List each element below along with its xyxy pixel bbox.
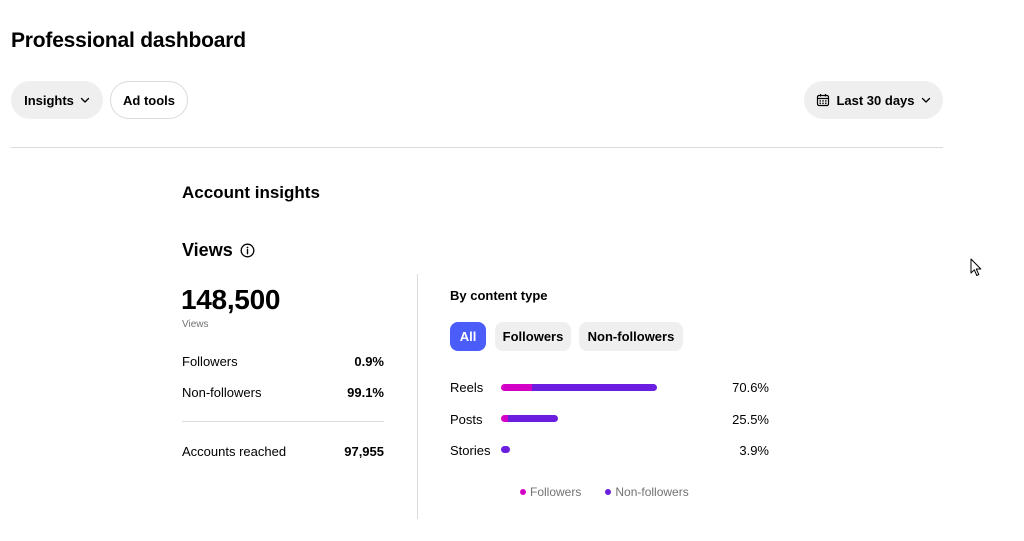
legend-dot <box>520 489 526 495</box>
insights-dropdown-label: Insights <box>24 92 74 108</box>
bar-segment-non-followers <box>508 415 558 422</box>
stat-row-non-followers: Non-followers 99.1% <box>182 385 384 400</box>
stats-divider <box>182 421 384 422</box>
legend-label: Followers <box>530 485 582 499</box>
mouse-cursor-icon <box>970 258 982 282</box>
chevron-down-icon <box>80 95 90 105</box>
bar-segment-followers <box>501 415 508 422</box>
stat-label: Non-followers <box>182 385 262 400</box>
section-divider <box>417 274 418 519</box>
bar-reels <box>501 384 657 391</box>
bar-segment-non-followers <box>532 384 657 391</box>
ad-tools-button[interactable]: Ad tools <box>110 81 188 119</box>
views-title-label: Views <box>182 240 233 260</box>
by-content-type-title: By content type <box>450 288 548 303</box>
ad-tools-label: Ad tools <box>123 92 175 108</box>
calendar-icon <box>816 93 830 107</box>
filter-chip-all[interactable]: All <box>450 322 486 351</box>
stat-value: 97,955 <box>344 444 384 459</box>
bar-percent-posts: 25.5% <box>732 412 769 427</box>
legend-item-followers: Followers <box>520 485 581 499</box>
legend-label: Non-followers <box>615 485 689 499</box>
filter-chip-non-followers[interactable]: Non-followers <box>579 322 683 351</box>
stat-row-followers: Followers 0.9% <box>182 354 384 369</box>
bar-label-reels: Reels <box>450 380 484 395</box>
bar-segment-followers <box>501 384 532 391</box>
bar-percent-reels: 70.6% <box>732 380 769 395</box>
stat-value: 0.9% <box>354 354 384 369</box>
views-total: 148,500 <box>181 284 281 315</box>
insights-dropdown-button[interactable]: Insights <box>11 81 103 119</box>
stat-label: Accounts reached <box>182 444 287 459</box>
legend-item-non-followers: Non-followers <box>605 485 689 499</box>
stat-value: 99.1% <box>347 385 384 400</box>
bar-label-stories: Stories <box>450 443 491 458</box>
stat-row-accounts-reached: Accounts reached 97,955 <box>182 444 384 459</box>
bar-posts <box>501 415 558 422</box>
chevron-down-icon <box>921 95 931 105</box>
bar-label-posts: Posts <box>450 412 483 427</box>
bar-percent-stories: 3.9% <box>739 443 769 458</box>
views-total-caption: Views <box>182 319 209 330</box>
info-icon[interactable] <box>240 243 255 258</box>
legend-dot <box>605 489 612 495</box>
filter-chip-followers[interactable]: Followers <box>495 322 571 351</box>
header-divider <box>11 147 943 148</box>
bar-segment-non-followers <box>501 446 510 453</box>
date-range-label: Last 30 days <box>836 92 915 108</box>
account-insights-title: Account insights <box>182 183 320 202</box>
bar-stories <box>501 446 510 453</box>
date-range-dropdown-button[interactable]: Last 30 days <box>804 81 943 119</box>
chart-legend: Followers Non-followers <box>520 485 689 499</box>
views-title: Views <box>182 240 255 261</box>
stat-label: Followers <box>182 354 238 369</box>
page-title: Professional dashboard <box>11 29 246 52</box>
